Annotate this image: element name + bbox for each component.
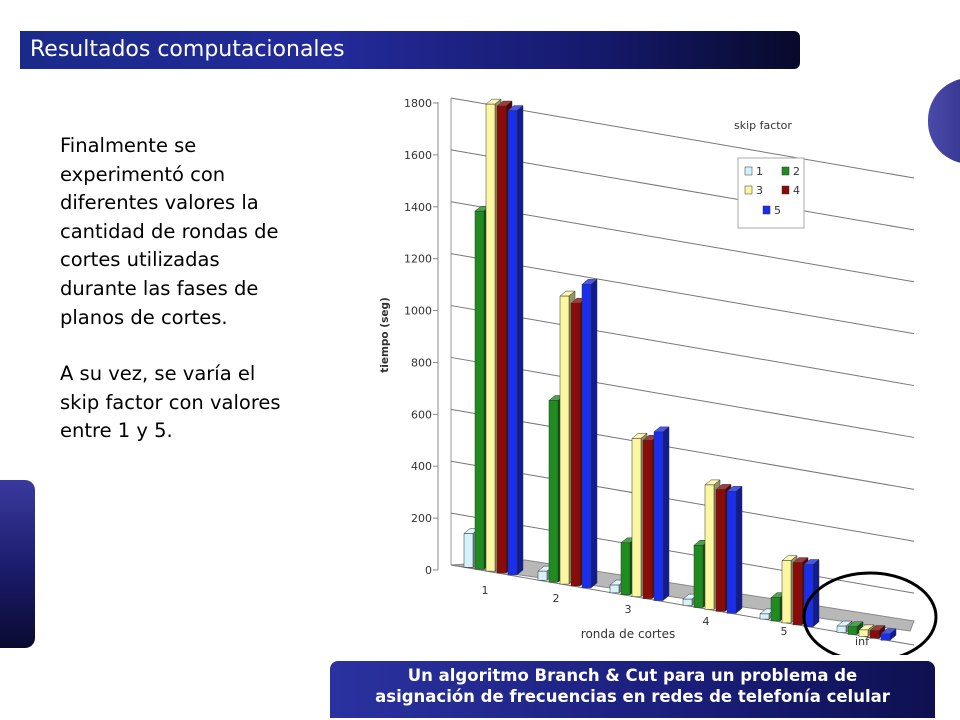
y-tick-label: 1400 xyxy=(404,201,432,214)
gridline xyxy=(450,201,915,283)
gridline xyxy=(450,149,915,231)
bar xyxy=(726,485,743,614)
bar xyxy=(880,628,897,641)
x-tick-label: 5 xyxy=(781,625,788,638)
bar xyxy=(803,558,820,628)
y-tick-label: 600 xyxy=(411,408,432,421)
body-text: Finalmente se experimentó con diferentes… xyxy=(60,132,350,446)
gridline xyxy=(450,253,915,335)
gridline xyxy=(450,305,915,387)
bar xyxy=(847,621,864,636)
y-tick-label: 1800 xyxy=(404,97,432,110)
decorative-tab-left xyxy=(0,480,35,648)
x-tick-label: 3 xyxy=(625,603,632,616)
legend-swatch xyxy=(762,205,771,215)
legend-swatch xyxy=(744,185,753,195)
legend-label: 4 xyxy=(793,184,800,197)
legend-swatch xyxy=(781,185,790,195)
body-paragraph-2: A su vez, se varía el skip factor con va… xyxy=(60,362,281,443)
y-tick-label: 200 xyxy=(411,512,432,525)
y-tick-label: 1200 xyxy=(404,253,432,266)
footer-text: Un algoritmo Branch & Cut para un proble… xyxy=(375,666,890,706)
gridline xyxy=(450,97,915,179)
legend-label: 5 xyxy=(774,204,781,217)
x-tick-label: inf xyxy=(855,635,870,648)
legend-label: 3 xyxy=(756,184,763,197)
y-tick-label: 800 xyxy=(411,356,432,369)
y-axis-label: tiempo (seg) xyxy=(379,297,391,373)
legend-title: skip factor xyxy=(734,119,792,132)
y-tick-label: 1600 xyxy=(404,149,432,162)
bar xyxy=(507,105,524,576)
y-tick-label: 400 xyxy=(411,460,432,473)
x-axis-label: ronda de cortes xyxy=(581,627,675,641)
gridline xyxy=(450,408,915,490)
legend-label: 2 xyxy=(793,165,800,178)
body-paragraph-1: Finalmente se experimentó con diferentes… xyxy=(60,134,279,329)
x-tick-label: 1 xyxy=(482,584,489,597)
slide-title: Resultados computacionales xyxy=(30,37,345,62)
y-tick-label: 1000 xyxy=(404,305,432,318)
x-tick-label: 2 xyxy=(553,592,560,605)
legend-swatch xyxy=(744,166,753,176)
highlight-circle xyxy=(802,571,938,655)
gridline xyxy=(450,356,915,438)
footer-banner: Un algoritmo Branch & Cut para un proble… xyxy=(330,661,935,718)
gridline xyxy=(450,460,915,542)
bar xyxy=(581,278,598,589)
legend-label: 1 xyxy=(756,165,763,178)
legend-swatch xyxy=(781,166,790,176)
slide-title-bar: Resultados computacionales xyxy=(20,31,800,69)
y-tick-label: 0 xyxy=(425,564,432,577)
bar xyxy=(653,426,670,602)
legend: skip factor 1 2 3 45 xyxy=(734,119,805,229)
x-tick-label: 4 xyxy=(703,615,710,628)
